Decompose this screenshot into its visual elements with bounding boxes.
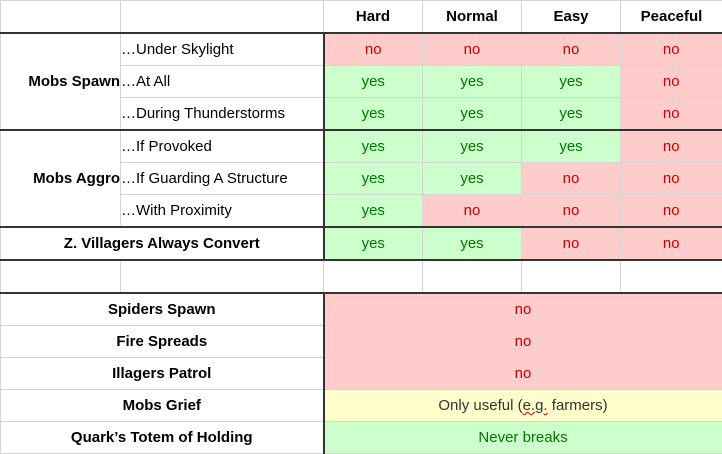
header-easy[interactable]: Easy (522, 1, 621, 34)
row-label[interactable]: …At All (121, 66, 324, 98)
row-label[interactable]: …During Thunderstorms (121, 98, 324, 131)
empty-cell[interactable] (621, 260, 722, 293)
setting-row-grief: Mobs Grief Only useful (e.g. farmers) (1, 390, 722, 422)
value-cell[interactable]: Only useful (e.g. farmers) (324, 390, 722, 422)
empty-cell[interactable] (324, 260, 423, 293)
row-label-totem[interactable]: Quark’s Totem of Holding (1, 422, 324, 454)
value-cell[interactable]: no (621, 66, 722, 98)
row-label[interactable]: …With Proximity (121, 195, 324, 228)
value-cell[interactable]: yes (324, 98, 423, 131)
row-label-fire-spreads[interactable]: Fire Spreads (1, 326, 324, 358)
header-empty[interactable] (121, 1, 324, 34)
value-cell[interactable]: yes (324, 130, 423, 163)
villagers-row: Z. Villagers Always Convert yes yes no n… (1, 227, 722, 260)
value-cell[interactable]: yes (324, 66, 423, 98)
value-cell[interactable]: yes (423, 163, 522, 195)
group-label-mobs-spawn[interactable]: Mobs Spawn (1, 33, 121, 130)
value-cell[interactable]: yes (423, 130, 522, 163)
row-label[interactable]: …If Provoked (121, 130, 324, 163)
setting-row-totem: Quark’s Totem of Holding Never breaks (1, 422, 722, 454)
value-cell[interactable]: no (522, 33, 621, 66)
value-cell[interactable]: no (324, 358, 722, 390)
empty-cell[interactable] (1, 260, 121, 293)
value-cell[interactable]: no (522, 163, 621, 195)
value-cell[interactable]: no (522, 227, 621, 260)
value-cell[interactable]: no (621, 33, 722, 66)
value-cell[interactable]: no (621, 163, 722, 195)
value-cell[interactable]: yes (522, 130, 621, 163)
value-cell[interactable]: yes (423, 66, 522, 98)
value-cell[interactable]: yes (324, 195, 423, 228)
header-normal[interactable]: Normal (423, 1, 522, 34)
value-cell[interactable]: no (621, 227, 722, 260)
header-peaceful[interactable]: Peaceful (621, 1, 722, 34)
empty-cell[interactable] (423, 260, 522, 293)
value-cell[interactable]: yes (522, 66, 621, 98)
value-cell[interactable]: yes (423, 98, 522, 131)
value-cell[interactable]: yes (522, 98, 621, 131)
value-cell[interactable]: no (522, 195, 621, 228)
value-cell[interactable]: no (621, 195, 722, 228)
row-label[interactable]: …If Guarding A Structure (121, 163, 324, 195)
value-cell[interactable]: no (324, 33, 423, 66)
value-cell[interactable]: yes (324, 227, 423, 260)
row-label-villagers[interactable]: Z. Villagers Always Convert (1, 227, 324, 260)
value-cell[interactable]: no (621, 98, 722, 131)
value-cell[interactable]: yes (324, 163, 423, 195)
value-cell[interactable]: no (621, 130, 722, 163)
value-cell[interactable]: yes (423, 227, 522, 260)
setting-row-fire: Fire Spreads no (1, 326, 722, 358)
spawn-row-1: Mobs Spawn …Under Skylight no no no no (1, 33, 722, 66)
value-cell[interactable]: no (423, 195, 522, 228)
row-label-spiders-spawn[interactable]: Spiders Spawn (1, 293, 324, 326)
spellcheck-underlined-text: e.g. (523, 397, 548, 414)
aggro-row-1: Mobs Aggro …If Provoked yes yes yes no (1, 130, 722, 163)
header-row: Hard Normal Easy Peaceful (1, 1, 722, 34)
value-text: farmers) (548, 397, 608, 414)
row-label-mobs-grief[interactable]: Mobs Grief (1, 390, 324, 422)
header-hard[interactable]: Hard (324, 1, 423, 34)
value-cell[interactable]: Never breaks (324, 422, 722, 454)
empty-cell[interactable] (522, 260, 621, 293)
value-cell[interactable]: no (423, 33, 522, 66)
header-empty[interactable] (1, 1, 121, 34)
group-label-mobs-aggro[interactable]: Mobs Aggro (1, 130, 121, 227)
setting-row-illagers: Illagers Patrol no (1, 358, 722, 390)
value-text: Only useful ( (438, 397, 522, 414)
setting-row-spiders: Spiders Spawn no (1, 293, 722, 326)
value-cell[interactable]: no (324, 293, 722, 326)
row-label-illagers-patrol[interactable]: Illagers Patrol (1, 358, 324, 390)
empty-cell[interactable] (121, 260, 324, 293)
value-cell[interactable]: no (324, 326, 722, 358)
spacer-row (1, 260, 722, 293)
row-label[interactable]: …Under Skylight (121, 33, 324, 66)
